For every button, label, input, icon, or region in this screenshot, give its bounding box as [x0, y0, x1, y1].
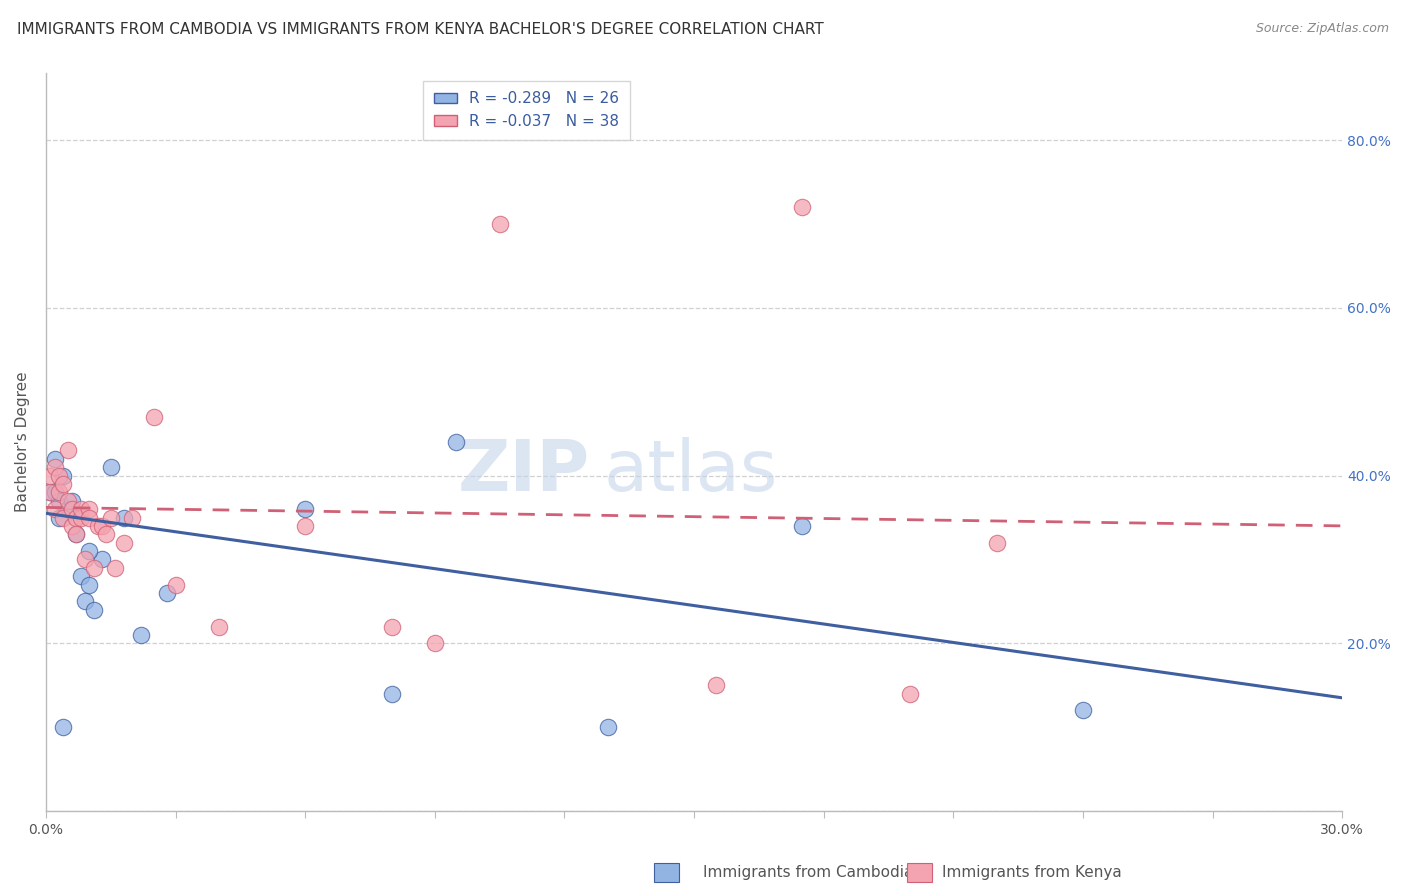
- Point: [100, 460, 122, 475]
- Point: [143, 409, 166, 424]
- Point: [704, 678, 727, 692]
- Point: [381, 687, 404, 701]
- Point: [73, 552, 96, 566]
- Point: [77, 510, 100, 524]
- Point: [65, 527, 87, 541]
- Point: [44, 460, 66, 475]
- Point: [60, 519, 83, 533]
- Point: [48, 468, 70, 483]
- Point: [56, 502, 79, 516]
- Point: [73, 594, 96, 608]
- Point: [96, 527, 118, 541]
- Text: IMMIGRANTS FROM CAMBODIA VS IMMIGRANTS FROM KENYA BACHELOR'S DEGREE CORRELATION : IMMIGRANTS FROM CAMBODIA VS IMMIGRANTS F…: [17, 22, 824, 37]
- Point: [48, 510, 70, 524]
- Point: [294, 519, 316, 533]
- Point: [91, 519, 114, 533]
- Point: [69, 510, 91, 524]
- Point: [83, 603, 105, 617]
- Text: atlas: atlas: [603, 437, 778, 506]
- Point: [39, 485, 62, 500]
- Point: [792, 519, 814, 533]
- Text: Immigrants from Kenya: Immigrants from Kenya: [942, 865, 1122, 880]
- Point: [60, 493, 83, 508]
- Point: [100, 510, 122, 524]
- Point: [39, 485, 62, 500]
- Point: [596, 720, 619, 734]
- Point: [56, 493, 79, 508]
- Text: ZIP: ZIP: [458, 437, 591, 506]
- Point: [77, 577, 100, 591]
- Point: [121, 510, 143, 524]
- Point: [52, 468, 75, 483]
- Point: [69, 502, 91, 516]
- Point: [48, 493, 70, 508]
- Point: [48, 485, 70, 500]
- Point: [52, 720, 75, 734]
- Point: [294, 502, 316, 516]
- Point: [60, 502, 83, 516]
- Point: [792, 200, 814, 214]
- Point: [986, 535, 1008, 549]
- Point: [77, 502, 100, 516]
- Point: [52, 477, 75, 491]
- Point: [56, 443, 79, 458]
- Point: [65, 510, 87, 524]
- Legend: R = -0.289   N = 26, R = -0.037   N = 38: R = -0.289 N = 26, R = -0.037 N = 38: [423, 80, 630, 140]
- Point: [44, 485, 66, 500]
- Point: [87, 519, 110, 533]
- Point: [898, 687, 921, 701]
- Y-axis label: Bachelor's Degree: Bachelor's Degree: [15, 372, 30, 512]
- Point: [52, 510, 75, 524]
- Point: [446, 435, 468, 450]
- Text: Source: ZipAtlas.com: Source: ZipAtlas.com: [1256, 22, 1389, 36]
- Point: [77, 544, 100, 558]
- Point: [39, 468, 62, 483]
- Point: [69, 569, 91, 583]
- Point: [1071, 703, 1094, 717]
- Point: [208, 619, 231, 633]
- Point: [104, 561, 127, 575]
- Point: [44, 451, 66, 466]
- Point: [112, 535, 135, 549]
- Point: [83, 561, 105, 575]
- Point: [91, 552, 114, 566]
- Point: [156, 586, 179, 600]
- Point: [44, 502, 66, 516]
- Point: [488, 217, 510, 231]
- Point: [423, 636, 446, 650]
- Point: [381, 619, 404, 633]
- Point: [165, 577, 187, 591]
- Point: [112, 510, 135, 524]
- Point: [65, 527, 87, 541]
- Text: Immigrants from Cambodia: Immigrants from Cambodia: [703, 865, 914, 880]
- Point: [129, 628, 152, 642]
